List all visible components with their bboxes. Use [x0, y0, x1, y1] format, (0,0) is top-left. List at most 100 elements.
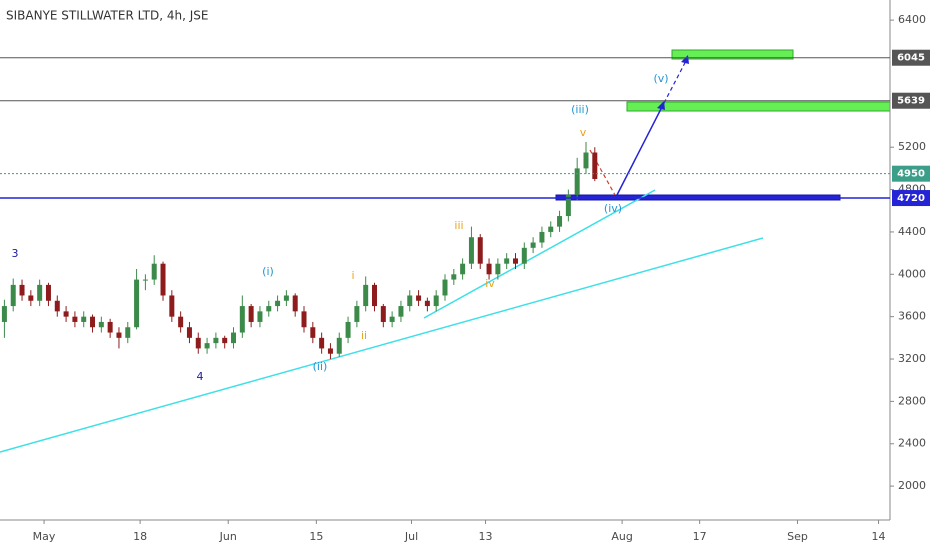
candle-body [565, 194, 571, 217]
candle-body [195, 337, 201, 349]
candle-body [151, 263, 157, 280]
x-tick-label: Jun [219, 530, 237, 543]
candle-body [19, 284, 25, 296]
x-tick-label: 15 [309, 530, 323, 543]
candle-body [72, 316, 78, 322]
arrow-head [657, 101, 665, 110]
wave-label: iii [454, 219, 463, 232]
candle-body [424, 300, 430, 307]
candle-body [248, 306, 254, 322]
candle-body [557, 216, 563, 227]
candle-body [363, 284, 369, 307]
wave-label: iv [485, 277, 495, 290]
wave-label: (iii) [571, 103, 589, 116]
x-tick-label: 17 [693, 530, 707, 543]
candle-body [125, 327, 131, 338]
trend-line [423, 189, 656, 319]
candle-body [45, 284, 51, 301]
candle-body [468, 237, 474, 264]
price-label-box [892, 92, 930, 109]
x-tick-label: 14 [872, 530, 886, 543]
candle-body [442, 279, 448, 296]
candle-body [336, 337, 342, 354]
y-tick-label: 2400 [898, 437, 926, 450]
price-label: 6045 [897, 53, 925, 64]
candle-body [460, 263, 466, 275]
y-tick-label: 4400 [898, 225, 926, 238]
candle-body [186, 327, 192, 338]
candle-body [592, 152, 598, 179]
wave-label: i [351, 269, 354, 282]
candle-body [451, 274, 457, 280]
candle-body [548, 226, 554, 232]
candle-body [495, 263, 501, 275]
candle-body [372, 284, 378, 307]
y-tick-label: 2000 [898, 479, 926, 492]
candle-body [257, 311, 263, 322]
candle-body [54, 300, 60, 312]
candle-body [354, 306, 360, 322]
target-zone [626, 101, 891, 112]
price-label-box [892, 49, 930, 66]
trend-line [0, 237, 764, 453]
candle-body [486, 263, 492, 275]
candle-body [90, 316, 96, 328]
candle-body [345, 321, 351, 338]
price-label-box [892, 190, 930, 207]
wave-label: 4 [197, 370, 204, 383]
wave-label: (ii) [313, 360, 328, 373]
y-tick-label: 5200 [898, 140, 926, 153]
candle-body [239, 306, 245, 333]
candle-body [1, 306, 7, 322]
candle-body [204, 343, 210, 349]
candle-body [583, 152, 589, 169]
x-tick-label: Jul [404, 530, 418, 543]
candle-body [504, 258, 510, 264]
candle-body [169, 295, 175, 317]
target-zone [671, 49, 794, 60]
candle-body [301, 311, 307, 328]
candle-body [389, 316, 395, 322]
wave-label: 3 [12, 247, 19, 260]
price-label-box [892, 165, 930, 182]
candle-body [380, 306, 386, 322]
candle-body [134, 279, 140, 328]
candle-body [407, 295, 413, 307]
projection-arrow [663, 56, 689, 104]
candle-body [310, 327, 316, 338]
price-label: 5639 [897, 96, 925, 107]
x-tick-label: Aug [611, 530, 632, 543]
x-tick-label: 13 [479, 530, 493, 543]
candle-body [63, 311, 69, 317]
wave-label: v [580, 126, 587, 139]
candle-body [283, 295, 289, 301]
y-tick-label: 6400 [898, 13, 926, 26]
y-tick-label: 3200 [898, 352, 926, 365]
candle-body [116, 332, 122, 338]
x-tick-label: 18 [133, 530, 147, 543]
y-tick-label: 2800 [898, 394, 926, 407]
wave-label: ii [361, 329, 367, 342]
candle-body [266, 306, 272, 312]
candle-body [319, 337, 325, 349]
y-tick-label: 4000 [898, 267, 926, 280]
wave-label: (i) [262, 265, 274, 278]
candle-body [178, 316, 184, 328]
candle-body [37, 284, 43, 301]
candle-body [292, 295, 298, 312]
candle-body [160, 263, 166, 296]
y-tick-label: 3600 [898, 310, 926, 323]
candle-body [530, 242, 536, 248]
candle-body [512, 258, 518, 264]
x-tick-label: Sep [787, 530, 808, 543]
candle-body [107, 321, 113, 333]
candle-body [433, 295, 439, 307]
candle-body [416, 295, 422, 301]
candle-body [10, 284, 16, 307]
candle-body [81, 316, 87, 322]
wave-label: (iv) [604, 202, 622, 215]
candle-body [521, 247, 527, 264]
price-label: 4720 [897, 193, 925, 204]
candle-body [222, 337, 228, 344]
